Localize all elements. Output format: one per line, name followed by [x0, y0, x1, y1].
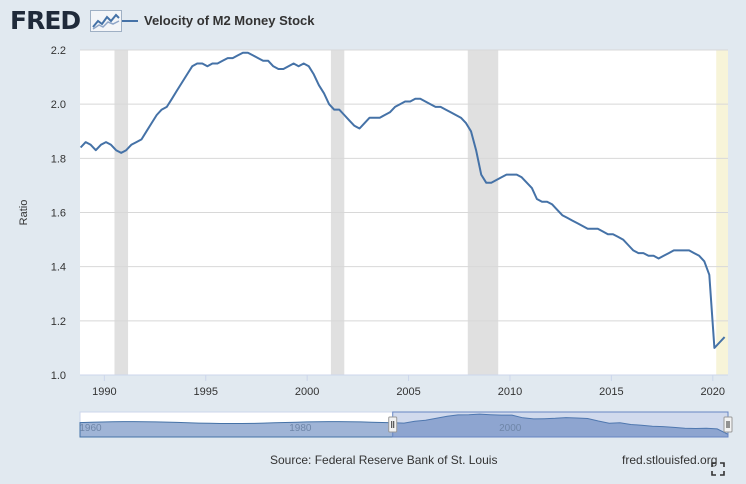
x-tick-label: 2020: [701, 386, 725, 398]
y-tick-label: 1.0: [51, 370, 66, 382]
x-tick-label: 1995: [194, 386, 218, 398]
x-tick-label: 2005: [396, 386, 420, 398]
navigator-area: [79, 413, 729, 438]
navigator-selection: [392, 411, 729, 438]
y-tick-label: 1.6: [51, 208, 66, 220]
sparkline-icon: [90, 10, 122, 32]
series-line: [79, 51, 726, 349]
y-tick-label: 2.2: [51, 45, 66, 57]
y-tick-label: 1.4: [51, 262, 66, 274]
line-chart: 1.0 1.2 1.4 1.6 1.8 2.0 2.2 1990 1995 2000 2005 201…: [18, 45, 733, 438]
navigator-tick-label: 1980: [289, 423, 312, 434]
site-link[interactable]: fred.stlouisfed.org: [622, 453, 718, 467]
x-tick-label: 2000: [295, 386, 319, 398]
x-tick-label: 2015: [599, 386, 623, 398]
fullscreen-icon[interactable]: [711, 462, 725, 476]
navigator-tick-label: 1960: [79, 423, 102, 434]
navigator-tick-label: 2000: [499, 423, 522, 434]
navigator-handle[interactable]: [388, 416, 398, 433]
x-tick-label: 2010: [498, 386, 522, 398]
legend-series-label: Velocity of M2 Money Stock: [144, 13, 315, 28]
y-tick-label: 1.2: [51, 316, 66, 328]
navigator-handle[interactable]: [723, 416, 733, 433]
y-axis-title: Ratio: [18, 200, 30, 226]
source-text: Source: Federal Reserve Bank of St. Loui…: [270, 453, 498, 467]
y-tick-label: 1.8: [51, 153, 66, 165]
fred-logo-text: FRED: [10, 6, 81, 35]
y-tick-label: 2.0: [51, 99, 66, 111]
x-tick-label: 1990: [92, 386, 116, 398]
legend-line-swatch: [122, 20, 138, 22]
